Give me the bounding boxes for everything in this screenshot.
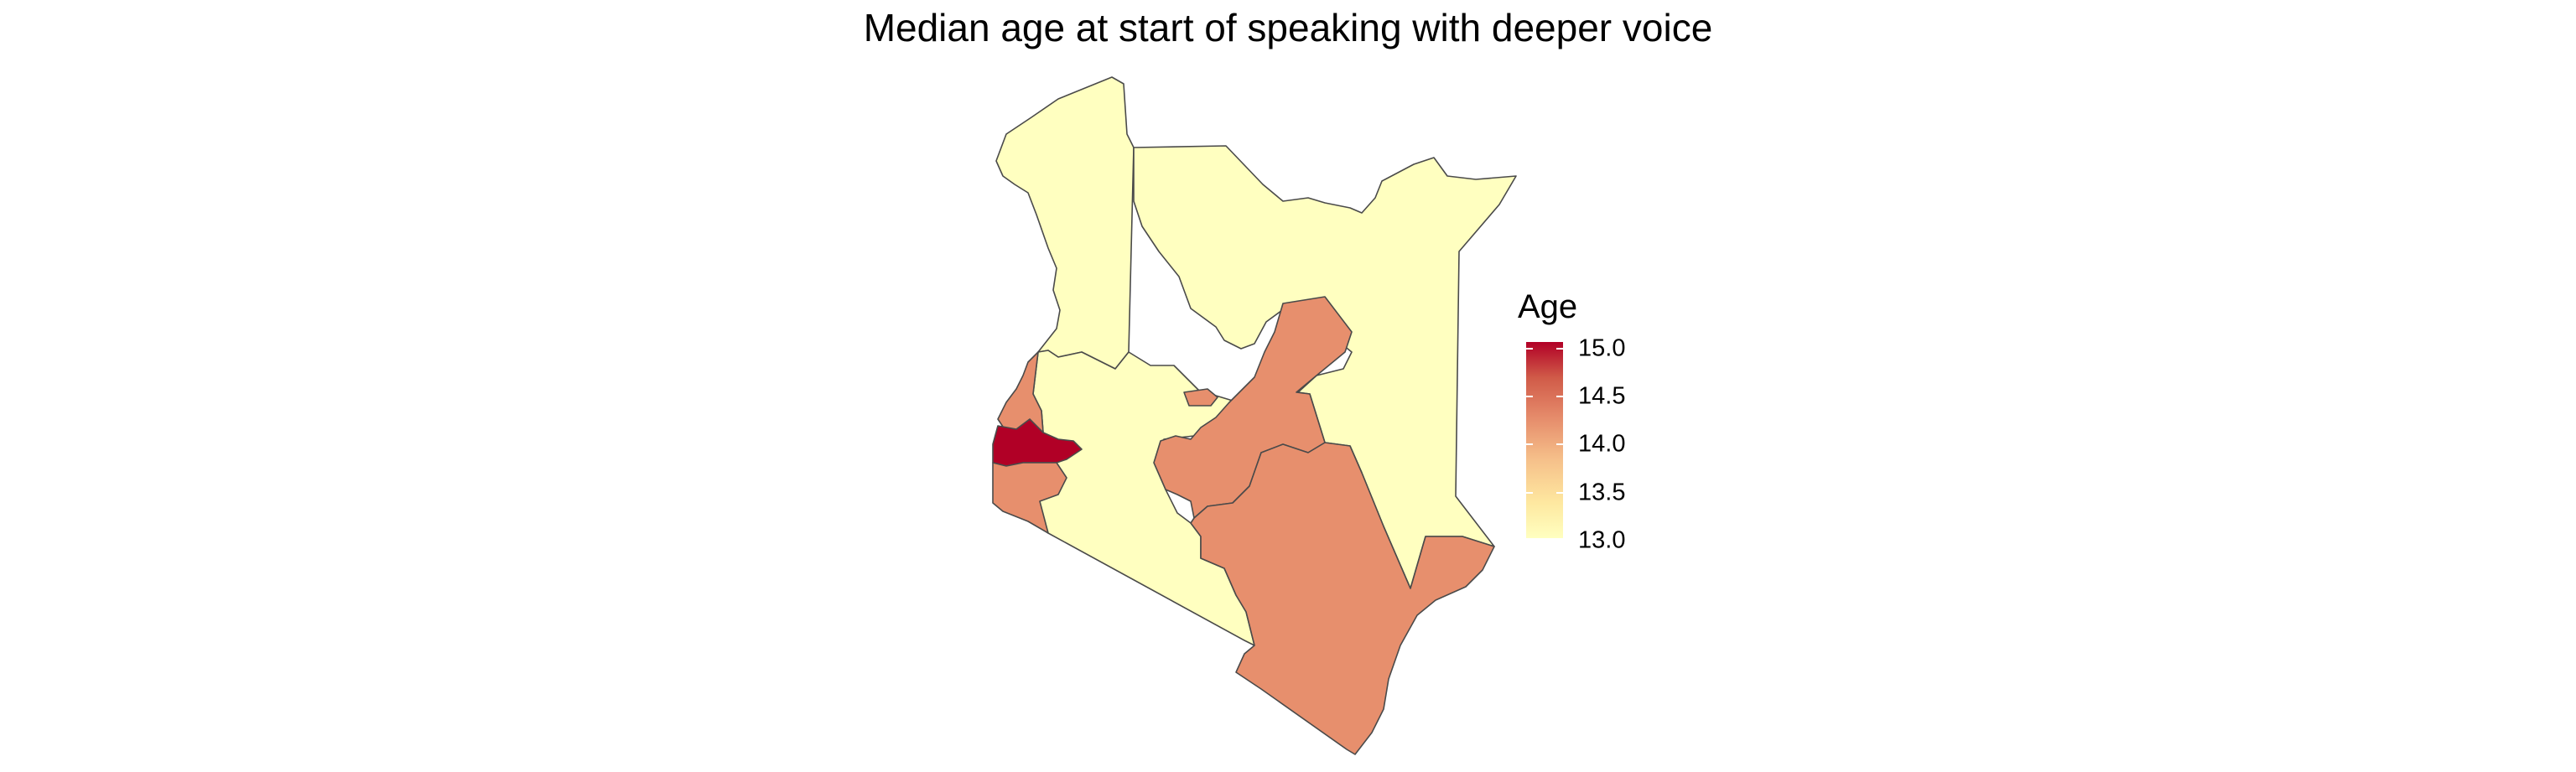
color-legend: Age 15.0 14.5 14.0 13.5 13.0: [1518, 288, 1685, 557]
region-northwest[interactable]: [995, 76, 1135, 370]
map-title: Median age at start of speaking with dee…: [863, 6, 1713, 49]
region-nyanza-north[interactable]: [997, 351, 1044, 437]
legend-tick-label: 13.5: [1578, 479, 1626, 506]
legend-tick-label: 13.0: [1578, 526, 1626, 554]
legend-tick-label: 15.0: [1578, 334, 1626, 362]
legend-tick-label: 14.0: [1578, 430, 1626, 458]
legend-tick-label: 14.5: [1578, 382, 1626, 410]
legend-colorbar: [1526, 342, 1563, 538]
region-central-small[interactable]: [1183, 388, 1218, 407]
region-coast[interactable]: [1190, 442, 1495, 755]
region-central-east[interactable]: [1153, 296, 1353, 519]
region-nyanza-south[interactable]: [992, 462, 1067, 534]
legend-title: Age: [1518, 288, 1578, 325]
